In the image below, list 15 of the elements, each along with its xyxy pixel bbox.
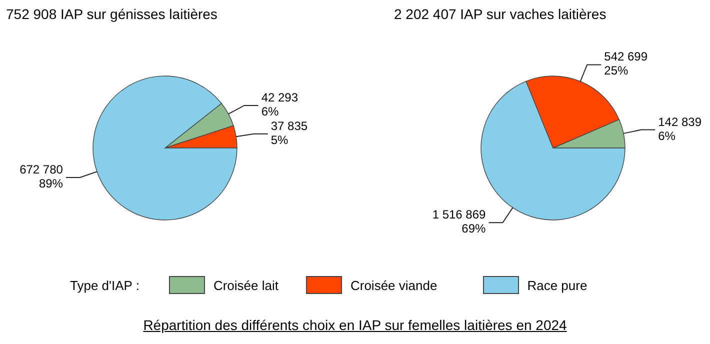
text: Répartition des différents choix en IAP sur femelles laitières en 2024: [142, 317, 568, 333]
legend-label: Croisée viande: [350, 278, 438, 292]
legend-title: Type d'IAP :: [70, 278, 140, 292]
data-label: 542 699 25%: [604, 50, 648, 78]
pie-slice: [164, 103, 234, 148]
data-label: 42 293 6%: [261, 90, 298, 118]
data-label: 1 516 869 69%: [432, 208, 486, 236]
data-label: 672 780 89%: [20, 162, 64, 191]
legend-label: Race pure: [527, 278, 588, 292]
legend-label: Croisée lait: [213, 278, 278, 292]
chart-title: 2 202 407 IAP sur vaches laitières: [394, 6, 606, 22]
data-label: 37 835 5%: [270, 118, 308, 147]
pie-slice: [92, 76, 238, 220]
chart-title: 752 908 IAP sur génisses laitières: [6, 6, 218, 22]
data-label: 142 839 6%: [658, 114, 702, 143]
